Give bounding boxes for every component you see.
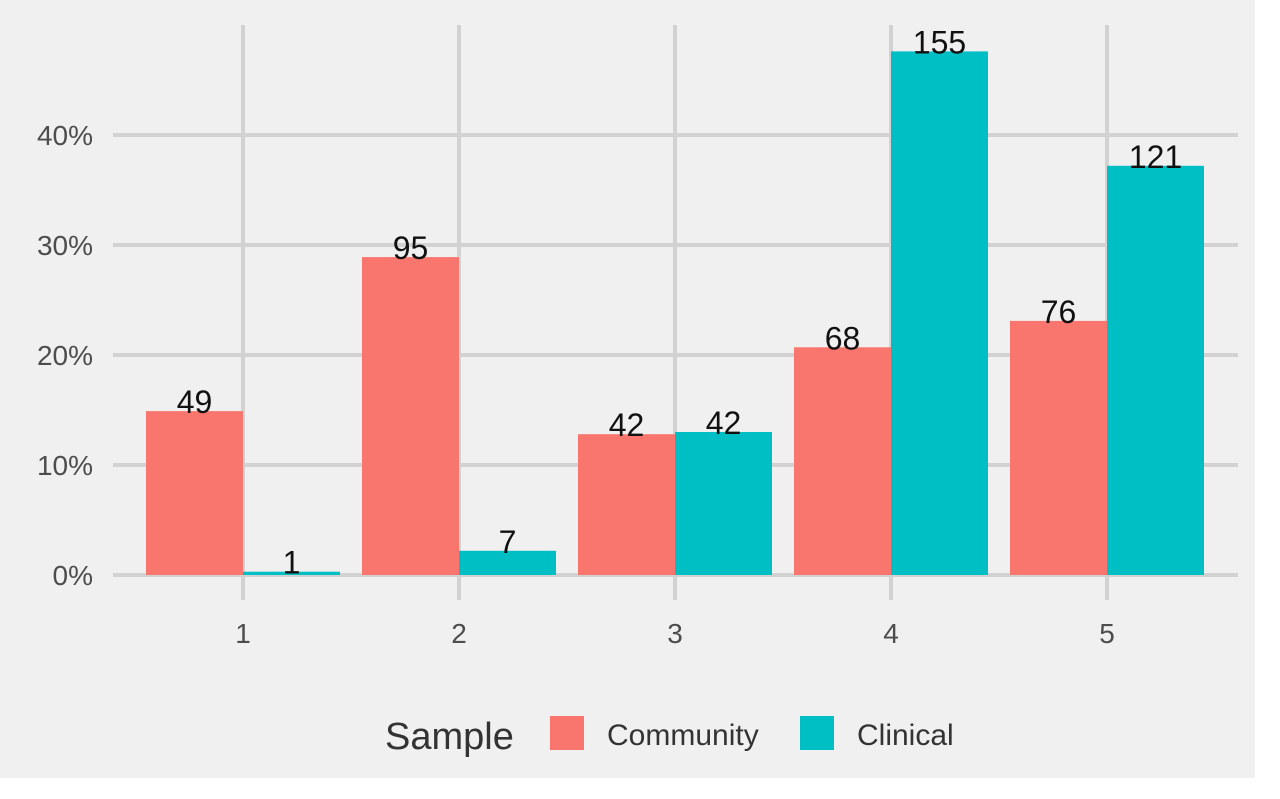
data-label: 1 <box>283 545 301 581</box>
data-label: 49 <box>177 384 213 420</box>
bar-clinical-2 <box>459 550 556 575</box>
bar-clinical-3 <box>675 432 772 575</box>
bar-community-1 <box>146 411 243 575</box>
y-tick-label: 0% <box>53 560 93 591</box>
x-tick-label: 1 <box>235 618 251 649</box>
y-tick-label: 30% <box>37 230 93 261</box>
bar-clinical-5 <box>1107 165 1204 576</box>
x-tick-label: 2 <box>451 618 467 649</box>
legend-key-community <box>550 716 584 750</box>
x-tick-label: 3 <box>667 618 683 649</box>
bar-community-5 <box>1010 320 1107 575</box>
data-labels: 49 95 42 68 76 1 7 42 155 121 <box>177 24 1182 580</box>
legend-title: Sample <box>385 716 514 758</box>
legend-label-community: Community <box>607 719 759 752</box>
x-axis: 1 2 3 4 5 <box>235 618 1115 649</box>
y-tick-label: 10% <box>37 450 93 481</box>
bar-community-2 <box>362 257 459 575</box>
legend: Sample Community Clinical <box>385 716 954 758</box>
data-label: 7 <box>499 524 517 560</box>
data-label: 95 <box>393 230 429 266</box>
data-label: 42 <box>609 407 645 443</box>
bar-clinical-1 <box>243 571 340 575</box>
chart: 49 95 42 68 76 1 7 42 155 121 0% 10% 20% 30% 40% 1 2 3 4… <box>0 0 1255 778</box>
data-label: 42 <box>706 405 742 441</box>
legend-key-clinical <box>800 716 834 750</box>
y-tick-label: 20% <box>37 340 93 371</box>
y-tick-label: 40% <box>37 120 93 151</box>
data-label: 155 <box>913 24 966 60</box>
legend-label-clinical: Clinical <box>857 719 954 752</box>
x-tick-label: 4 <box>883 618 899 649</box>
bar-community-4 <box>794 347 891 575</box>
bar-clinical-4 <box>891 51 988 575</box>
y-axis: 0% 10% 20% 30% 40% <box>37 120 93 591</box>
data-label: 121 <box>1129 139 1182 175</box>
data-label: 68 <box>825 320 861 356</box>
bars <box>146 51 1204 576</box>
x-tick-label: 5 <box>1099 618 1115 649</box>
bar-community-3 <box>578 434 675 575</box>
bar-chart-svg: 49 95 42 68 76 1 7 42 155 121 0% 10% 20% 30% 40% 1 2 3 4… <box>37 24 1238 758</box>
data-label: 76 <box>1041 294 1077 330</box>
